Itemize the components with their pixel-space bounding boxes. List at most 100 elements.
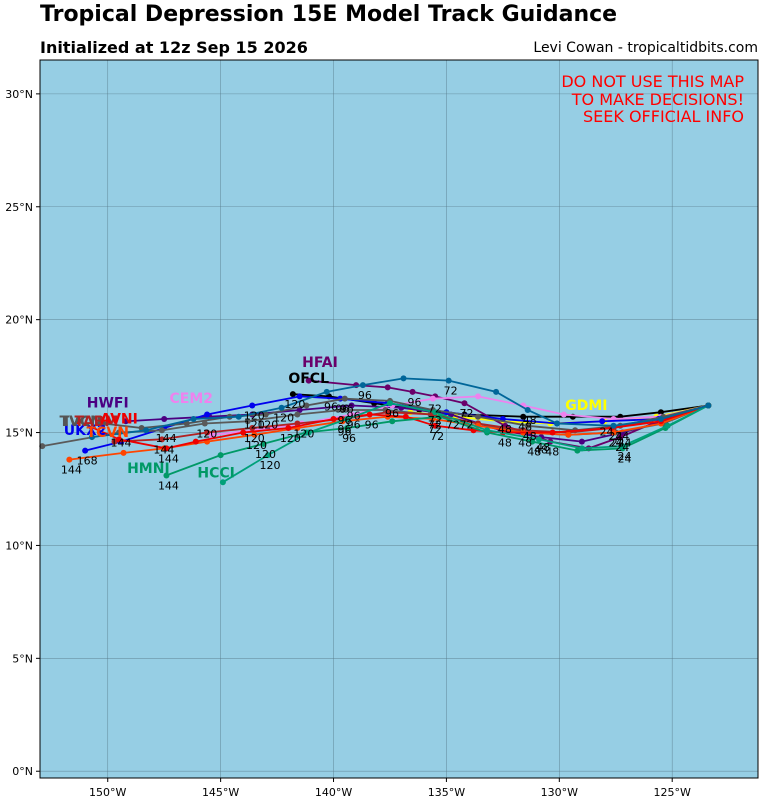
- track-point: [535, 436, 542, 443]
- forecast-hour-label: 48: [523, 430, 537, 443]
- track-point: [359, 382, 366, 389]
- forecast-hour-label: 48: [518, 421, 532, 434]
- model-label-ivcn: IVCN: [64, 414, 102, 430]
- forecast-hour-label: 144: [111, 437, 132, 450]
- track-point: [339, 406, 346, 413]
- track-point: [183, 420, 190, 427]
- model-label-hfai: HFAI: [302, 355, 338, 371]
- forecast-hour-label: 24: [599, 425, 613, 438]
- warning-line-3: SEEK OFFICIAL INFO: [583, 107, 744, 126]
- forecast-hour-label: 72: [428, 414, 442, 427]
- track-point: [163, 472, 170, 479]
- track-point: [265, 452, 272, 459]
- track-point: [429, 395, 436, 402]
- track-point: [524, 406, 531, 413]
- lat-tick-label: 30°N: [5, 88, 33, 101]
- track-line: [78, 404, 709, 450]
- track-hcci: [219, 400, 712, 486]
- track-point: [610, 422, 617, 429]
- forecast-hour-label: 144: [153, 443, 174, 456]
- track-point: [549, 429, 556, 436]
- track-point: [249, 402, 256, 409]
- track-point: [39, 443, 46, 450]
- track-point: [88, 434, 95, 441]
- track-point: [305, 377, 312, 384]
- track-point: [461, 400, 468, 407]
- forecast-hour-label: 120: [273, 412, 294, 425]
- forecast-hour-label: 96: [335, 403, 349, 416]
- forecast-hour-label: 96: [365, 418, 379, 431]
- warning-text: DO NOT USE THIS MAP TO MAKE DECISIONS! S…: [561, 72, 744, 126]
- track-point: [122, 418, 129, 425]
- forecast-hour-label: 96: [347, 418, 361, 431]
- forecast-hour-label: 72: [446, 418, 460, 431]
- forecast-hour-label: 72: [428, 403, 442, 416]
- forecast-hour-label: 24: [615, 430, 629, 443]
- track-point: [554, 420, 561, 427]
- track-point: [204, 411, 211, 418]
- forecast-hour-label: 72: [430, 430, 444, 443]
- track-point: [235, 413, 242, 420]
- track-point: [296, 406, 303, 413]
- track-point: [565, 431, 572, 438]
- track-point: [217, 452, 224, 459]
- track-lines: [39, 375, 712, 486]
- forecast-hour-label: 48: [527, 446, 541, 459]
- chart-subtitle: Initialized at 12z Sep 15 2026: [40, 38, 308, 57]
- chart-title: Tropical Depression 15E Model Track Guid…: [40, 2, 618, 27]
- lon-tick-label: 145°W: [202, 786, 239, 799]
- forecast-hour-label: 96: [358, 389, 372, 402]
- track-point: [192, 438, 199, 445]
- model-label-tcvn: TCVN: [87, 425, 129, 441]
- track-point: [384, 409, 391, 416]
- track-point: [158, 427, 165, 434]
- forecast-hour-label: 120: [196, 428, 217, 441]
- track-point: [285, 425, 292, 432]
- track-point: [445, 377, 452, 384]
- forecast-hour-label: 96: [338, 425, 352, 438]
- forecast-hour-label: 48: [523, 414, 537, 427]
- model-label-hcci: HCCI: [197, 466, 234, 482]
- warning-line-1: DO NOT USE THIS MAP: [561, 72, 744, 91]
- forecast-hour-label: 144: [156, 432, 177, 445]
- track-point: [493, 388, 500, 395]
- track-point: [348, 402, 355, 409]
- forecast-hour-label: 72: [444, 385, 458, 398]
- track-point: [323, 388, 330, 395]
- track-point: [75, 418, 82, 425]
- forecast-hour-label: 24: [618, 437, 632, 450]
- track-point: [100, 420, 107, 427]
- lat-tick-label: 25°N: [5, 201, 33, 214]
- track-point: [664, 422, 671, 429]
- track-point: [574, 447, 581, 454]
- lat-tick-label: 15°N: [5, 427, 33, 440]
- track-point: [158, 436, 165, 443]
- track-point: [161, 416, 168, 422]
- track-point: [402, 413, 409, 420]
- track-point: [190, 416, 197, 422]
- track-point: [619, 443, 626, 450]
- track-point: [116, 436, 123, 443]
- forecast-hour-label: 96: [385, 407, 399, 420]
- forecast-hour-label: 96: [340, 403, 354, 416]
- track-point: [657, 416, 664, 422]
- track-point: [143, 427, 150, 434]
- forecast-hour-label: 96: [324, 400, 338, 413]
- forecast-hour-label: 96: [408, 396, 422, 409]
- model-label-avni: AVNI: [100, 412, 138, 428]
- lon-tick-label: 150°W: [89, 786, 126, 799]
- forecast-hour-label: 72: [459, 407, 473, 420]
- track-point: [303, 402, 310, 409]
- track-point: [294, 411, 301, 418]
- forecast-hour-label: 24: [618, 452, 632, 465]
- track-point: [208, 431, 215, 438]
- forecast-hour-label: 72: [428, 418, 442, 431]
- track-point: [260, 440, 267, 447]
- track-point: [219, 479, 226, 486]
- forecast-hour-label: 96: [342, 432, 356, 445]
- track-point: [249, 425, 256, 432]
- forecast-hour-label: 144: [158, 479, 179, 492]
- forecast-hour-label: 24: [615, 441, 629, 454]
- track-point: [278, 404, 285, 411]
- forecast-hour-label: 72: [459, 418, 473, 431]
